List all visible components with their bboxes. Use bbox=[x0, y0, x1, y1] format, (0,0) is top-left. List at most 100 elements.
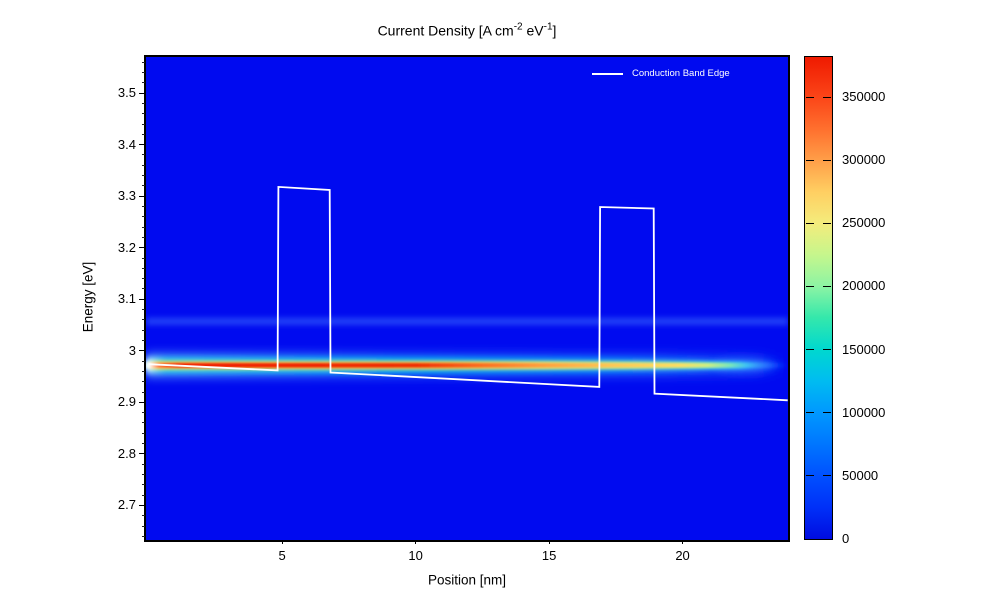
legend-line-sample bbox=[592, 72, 623, 75]
y-minor-tick bbox=[142, 102, 145, 104]
chart-title: Current Density [A cm-2 eV-1] bbox=[378, 22, 557, 39]
y-minor-tick bbox=[142, 133, 145, 135]
y-tick-label: 2.9 bbox=[117, 394, 136, 410]
secondary-ridge bbox=[146, 317, 788, 325]
y-minor-tick bbox=[142, 205, 145, 207]
colorbar-tick-label: 0 bbox=[842, 531, 850, 546]
y-minor-tick bbox=[142, 319, 145, 321]
colorbar-tick-label: 150000 bbox=[842, 341, 886, 357]
colorbar-tick bbox=[806, 475, 814, 477]
y-minor-tick bbox=[142, 329, 145, 331]
y-tick-label: 3.1 bbox=[117, 291, 136, 307]
colorbar-tick bbox=[823, 538, 831, 540]
y-tick bbox=[139, 504, 145, 506]
y-minor-tick bbox=[142, 164, 145, 166]
y-minor-tick bbox=[142, 309, 145, 311]
colorbar-tick-label: 100000 bbox=[842, 404, 886, 420]
title-text: Current Density [A cm bbox=[377, 22, 514, 39]
colorbar-tick bbox=[806, 159, 814, 161]
y-minor-tick bbox=[142, 463, 145, 465]
y-minor-tick bbox=[142, 494, 145, 496]
y-minor-tick bbox=[142, 226, 145, 228]
legend-label: Conduction Band Edge bbox=[632, 68, 730, 79]
y-tick bbox=[139, 195, 145, 197]
y-minor-tick bbox=[142, 443, 145, 445]
y-minor-tick bbox=[142, 525, 145, 527]
y-tick-label: 3.5 bbox=[117, 85, 136, 101]
title-superscript: -2 bbox=[513, 21, 523, 33]
colorbar-tick-label: 50000 bbox=[842, 467, 879, 483]
title-text: eV bbox=[522, 22, 544, 39]
colorbar-tick-label: 350000 bbox=[842, 89, 886, 105]
y-minor-tick bbox=[142, 82, 145, 84]
ridge-core bbox=[146, 363, 788, 368]
y-minor-tick bbox=[142, 484, 145, 486]
colorbar-tick bbox=[823, 159, 831, 161]
y-minor-tick bbox=[142, 412, 145, 414]
x-tick-label: 10 bbox=[408, 548, 423, 563]
heatmap-plot: Conduction Band Edge bbox=[144, 55, 790, 542]
y-tick bbox=[139, 350, 145, 352]
colorbar-tick bbox=[806, 222, 814, 224]
x-tick-label: 20 bbox=[675, 548, 690, 563]
x-tick-label: 5 bbox=[278, 548, 286, 563]
conduction-band-edge-line bbox=[148, 185, 788, 402]
colorbar-tick bbox=[823, 96, 831, 98]
y-minor-tick bbox=[142, 267, 145, 269]
y-minor-tick bbox=[142, 391, 145, 393]
colorbar-tick-label: 250000 bbox=[842, 215, 886, 231]
legend: Conduction Band Edge bbox=[592, 68, 730, 79]
colorbar bbox=[804, 56, 833, 540]
colorbar-tick bbox=[806, 285, 814, 287]
x-tick bbox=[281, 540, 283, 544]
colorbar-tick bbox=[823, 412, 831, 414]
y-tick-label: 2.7 bbox=[117, 497, 136, 513]
y-minor-tick bbox=[142, 535, 145, 537]
y-tick-label: 3.2 bbox=[117, 239, 136, 255]
y-minor-tick bbox=[142, 71, 145, 73]
y-tick-label: 3 bbox=[128, 342, 136, 358]
y-tick bbox=[139, 401, 145, 403]
colorbar-tick-label: 200000 bbox=[842, 278, 886, 294]
colorbar-tick bbox=[823, 285, 831, 287]
x-axis-label: Position [nm] bbox=[427, 572, 507, 588]
colorbar-tick bbox=[823, 222, 831, 224]
y-minor-tick bbox=[142, 113, 145, 115]
x-tick-label: 15 bbox=[541, 548, 557, 563]
y-minor-tick bbox=[142, 370, 145, 372]
y-minor-tick bbox=[142, 340, 145, 341]
y-minor-tick bbox=[142, 474, 145, 476]
colorbar-tick bbox=[806, 538, 814, 540]
y-minor-tick bbox=[142, 185, 145, 187]
y-tick-label: 2.8 bbox=[117, 445, 136, 461]
colorbar-tick bbox=[806, 349, 814, 351]
y-tick-label: 3.4 bbox=[117, 136, 136, 152]
heatmap-canvas bbox=[146, 185, 788, 402]
x-tick bbox=[415, 540, 417, 544]
y-minor-tick bbox=[142, 278, 145, 280]
y-axis-label: Energy [eV] bbox=[80, 261, 96, 333]
y-minor-tick bbox=[142, 216, 145, 218]
title-superscript: -1 bbox=[543, 21, 553, 33]
y-minor-tick bbox=[142, 236, 145, 238]
y-tick bbox=[139, 144, 145, 146]
x-tick bbox=[548, 540, 550, 544]
y-minor-tick bbox=[142, 123, 145, 125]
y-minor-tick bbox=[142, 61, 145, 63]
y-tick bbox=[139, 298, 145, 300]
y-minor-tick bbox=[142, 154, 145, 156]
y-tick bbox=[139, 453, 145, 455]
y-minor-tick bbox=[142, 381, 145, 383]
colorbar-tick bbox=[806, 96, 814, 98]
colorbar-tick-label: 300000 bbox=[842, 152, 886, 168]
x-tick bbox=[682, 540, 684, 544]
y-minor-tick bbox=[142, 288, 145, 290]
y-tick bbox=[139, 92, 145, 94]
y-minor-tick bbox=[142, 432, 145, 434]
y-tick bbox=[139, 247, 145, 249]
y-tick-label: 3.3 bbox=[117, 188, 136, 204]
y-minor-tick bbox=[142, 360, 145, 362]
title-text: ] bbox=[552, 22, 557, 39]
y-minor-tick bbox=[142, 422, 145, 424]
